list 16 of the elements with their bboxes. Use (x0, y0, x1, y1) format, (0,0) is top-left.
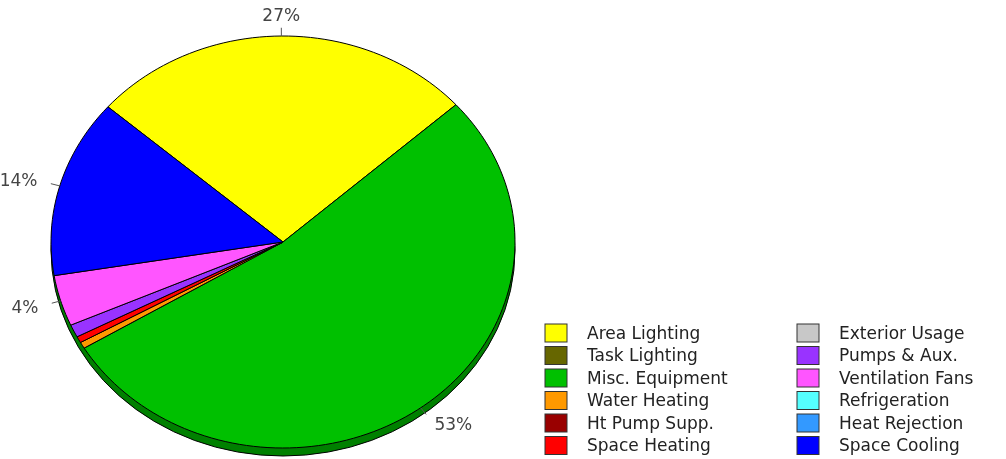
data-label: 27% (262, 5, 301, 26)
legend-label: Area Lighting (587, 322, 701, 343)
legend-label: Ventilation Fans (839, 367, 974, 388)
legend-label: Misc. Equipment (587, 367, 729, 388)
data-label: 14% (0, 170, 38, 191)
legend-label: Water Heating (587, 390, 710, 411)
legend-label: Ht Pump Supp. (587, 412, 714, 433)
legend-label: Heat Rejection (839, 412, 964, 433)
legend-label: Exterior Usage (839, 322, 965, 343)
legend-label: Space Cooling (839, 435, 960, 456)
legend-label: Space Heating (587, 435, 711, 456)
legend-label: Task Lighting (586, 345, 698, 366)
legend-label: Pumps & Aux. (839, 345, 958, 366)
legend-label: Refrigeration (839, 390, 950, 411)
data-label: 53% (434, 414, 473, 435)
data-label: 4% (11, 296, 39, 317)
